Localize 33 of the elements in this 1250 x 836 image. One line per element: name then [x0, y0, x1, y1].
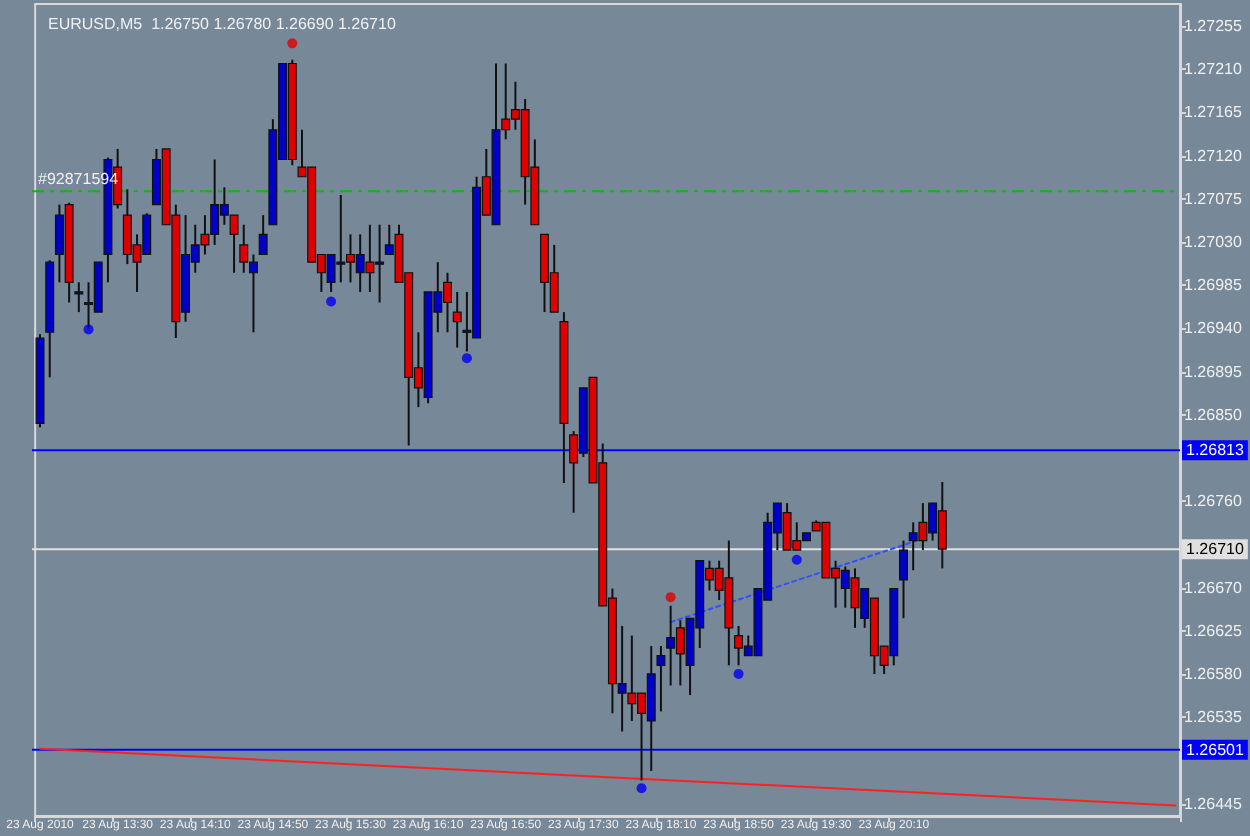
y-tick-label: 1.27030 — [1184, 233, 1243, 252]
y-tick-label: 1.26850 — [1184, 405, 1243, 424]
point — [733, 668, 744, 679]
y-tick-label: 1.26760 — [1184, 492, 1243, 511]
candlestick — [258, 214, 268, 256]
candlestick — [452, 290, 462, 349]
candlestick — [899, 539, 908, 620]
text: EURUSD,M5 1.26750 1.26780 1.26690 1.26710 — [48, 15, 397, 33]
y-tick-label: 1.26625 — [1184, 621, 1243, 640]
y-tick-label: 1.26895 — [1184, 362, 1243, 381]
candlestick — [656, 645, 666, 713]
point — [461, 353, 472, 364]
ref-line-label: 1.26710 — [1186, 540, 1245, 559]
y-tick-label: 1.26940 — [1184, 319, 1243, 338]
y-tick-label: 1.27120 — [1184, 146, 1243, 165]
y-tick-label: 1.26445 — [1184, 794, 1243, 813]
y-tick-label: 1.26985 — [1184, 276, 1243, 295]
point — [636, 783, 647, 794]
y-tick-label: 1.26580 — [1184, 664, 1243, 683]
ref-line-label: 1.26813 — [1186, 441, 1245, 460]
point — [791, 554, 802, 565]
y-tick-label: 1.27165 — [1184, 103, 1243, 122]
point — [83, 324, 94, 335]
point — [326, 296, 337, 307]
point — [665, 592, 676, 603]
candlestick — [74, 281, 84, 314]
y-tick-label: 1.27075 — [1184, 189, 1243, 208]
point — [287, 38, 298, 49]
y-tick-label: 1.27255 — [1184, 17, 1243, 36]
y-tick-label: 1.27210 — [1184, 60, 1243, 79]
ref-line-label: 1.26501 — [1186, 740, 1245, 759]
y-tick-label: 1.26670 — [1184, 578, 1243, 597]
y-tick-label: 1.26535 — [1184, 708, 1243, 727]
